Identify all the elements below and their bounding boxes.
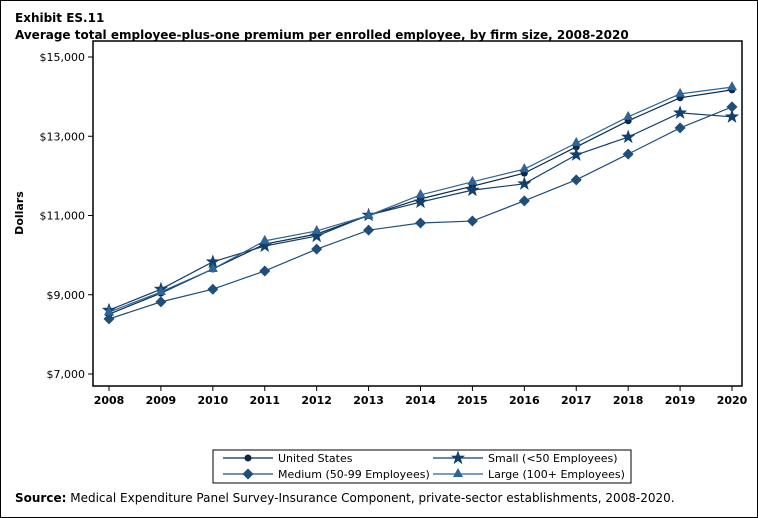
- x-tick-label: 2015: [457, 394, 488, 407]
- x-tick-label: 2009: [146, 394, 177, 407]
- x-tick-label: 2020: [717, 394, 748, 407]
- y-tick-label: $13,000: [40, 130, 86, 143]
- x-tick-label: 2017: [561, 394, 592, 407]
- exhibit-label: Exhibit ES.11: [15, 11, 105, 25]
- data-point: [205, 254, 220, 268]
- data-point: [570, 174, 582, 186]
- source-text: Medical Expenditure Panel Survey-Insuran…: [66, 491, 675, 505]
- legend-box: [212, 449, 632, 484]
- plot-frame: [92, 40, 743, 387]
- source-note: Source: Medical Expenditure Panel Survey…: [15, 491, 675, 505]
- chart-title: Average total employee-plus-one premium …: [15, 28, 629, 42]
- data-point: [674, 122, 686, 134]
- data-point: [415, 188, 426, 198]
- data-point: [467, 175, 478, 185]
- data-point: [621, 129, 636, 144]
- data-point: [415, 217, 426, 229]
- source-label: Source:: [15, 491, 67, 505]
- series-triangle: [104, 81, 737, 316]
- data-point: [207, 283, 219, 295]
- series-diamond: [103, 101, 738, 325]
- x-tick-label: 2018: [613, 394, 644, 407]
- data-point: [413, 194, 428, 209]
- data-point: [257, 238, 272, 253]
- data-point: [519, 163, 530, 173]
- x-tick-label: 2012: [301, 394, 332, 407]
- x-tick-label: 2008: [94, 394, 125, 407]
- data-point: [363, 209, 374, 219]
- legend-label: United States: [278, 452, 353, 465]
- data-point: [207, 262, 218, 272]
- legend-marker: [244, 454, 252, 462]
- y-tick-label: $9,000: [47, 289, 86, 302]
- data-point: [311, 243, 323, 255]
- data-point: [517, 176, 532, 190]
- data-point: [518, 195, 530, 207]
- x-tick-label: 2019: [665, 394, 696, 407]
- data-point: [104, 306, 114, 316]
- y-axis-label: Dollars: [13, 191, 26, 235]
- x-tick-label: 2016: [509, 394, 540, 407]
- data-point: [103, 313, 115, 325]
- legend-marker: [450, 450, 466, 465]
- data-point: [259, 234, 270, 244]
- data-point: [571, 136, 582, 146]
- y-tick-label: $15,000: [40, 51, 86, 64]
- y-tick-label: $7,000: [47, 368, 86, 381]
- data-point: [259, 265, 271, 277]
- data-point: [155, 296, 167, 308]
- data-point: [155, 285, 166, 295]
- legend-marker: [453, 468, 463, 477]
- x-tick-label: 2011: [249, 394, 280, 407]
- series-star: [101, 105, 740, 317]
- data-point: [726, 101, 738, 113]
- legend-label: Small (<50 Employees): [488, 452, 618, 465]
- legend-label: Large (100+ Employees): [488, 468, 625, 481]
- data-point: [465, 182, 480, 197]
- y-tick-label: $11,000: [40, 210, 86, 223]
- data-point: [623, 110, 634, 120]
- legend-label: Medium (50-99 Employees): [278, 468, 430, 481]
- data-point: [727, 81, 737, 91]
- data-point: [311, 224, 322, 234]
- data-point: [673, 105, 688, 119]
- x-tick-label: 2014: [405, 394, 436, 407]
- series-line: [108, 106, 733, 320]
- legend-marker: [242, 468, 254, 480]
- data-point: [724, 109, 740, 123]
- x-tick-label: 2010: [198, 394, 229, 407]
- data-point: [363, 224, 375, 236]
- x-tick-label: 2013: [353, 394, 384, 407]
- series-line: [108, 112, 733, 311]
- data-point: [675, 87, 686, 97]
- data-point: [309, 228, 324, 243]
- data-point: [622, 148, 634, 160]
- data-point: [569, 147, 584, 161]
- data-point: [466, 215, 478, 227]
